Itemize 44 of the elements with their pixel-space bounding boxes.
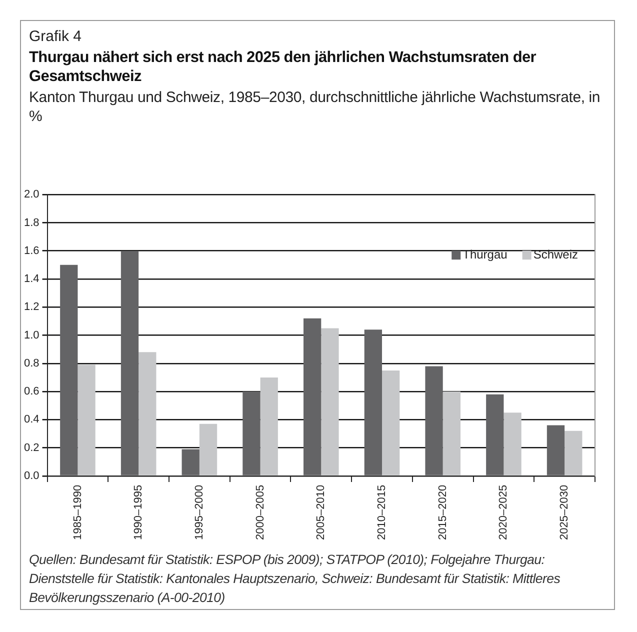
chart-subtitle: Thurgau nähert sich erst nach 2025 den jährlichen Wachstumsraten der Gesamtschweiz <box>29 48 538 86</box>
bar <box>504 412 522 476</box>
y-tick-label: 0.6 <box>24 386 40 398</box>
bar <box>564 430 582 476</box>
y-tick-label: 0.8 <box>24 357 40 370</box>
legend-label: Schweiz <box>533 247 578 262</box>
bar <box>425 366 443 476</box>
y-tick-label: 1.6 <box>24 244 40 257</box>
bar <box>120 250 139 476</box>
x-tick-label: 2015–2020 <box>436 484 449 540</box>
bar <box>321 328 339 476</box>
bar <box>242 392 260 476</box>
bar <box>78 364 96 476</box>
x-tick-label: 2000–2005 <box>254 484 266 540</box>
bar <box>182 449 200 476</box>
y-tick-label: 2.0 <box>24 188 40 201</box>
x-tick-label: 2025–2030 <box>558 484 571 540</box>
x-tick-label: 1985–1990 <box>72 484 84 540</box>
x-tick-label: 2020–2025 <box>498 484 510 540</box>
chart-title: Grafik 4 <box>29 28 82 45</box>
x-tick-label: 2005–2010 <box>315 484 328 540</box>
bar <box>442 392 461 476</box>
x-tick-label: 1995–2000 <box>193 484 206 540</box>
x-tick-label: 2010–2015 <box>376 484 388 540</box>
bar <box>199 424 218 476</box>
bar <box>546 425 565 476</box>
x-tick-label: 1990–1995 <box>132 484 145 540</box>
bar <box>364 330 382 476</box>
bar <box>60 264 78 476</box>
bar <box>382 370 400 476</box>
y-tick-label: 0.2 <box>24 442 40 454</box>
y-tick-label: 1.0 <box>24 329 40 342</box>
y-axis-title: Kanton Thurgau und Schweiz, 1985–2030, durchschnittliche jährliche Wachstumsrate, in % <box>29 88 602 126</box>
source-note: Quellen: Bundesamt für Statistik: ESPOP (bis 2009); STATPOP (2010); Folgejahre Thurgau: Dienststelle für Statistik: Kantonales Hauptszenario, Schweiz: Bundesamt für Statistik: Mittleres Bevölkerungsszenario (A-00-2010) <box>29 551 562 607</box>
y-tick-label: 1.2 <box>24 301 40 314</box>
y-tick-label: 1.4 <box>24 273 40 286</box>
bar <box>260 377 278 476</box>
y-tick-label: 0.4 <box>24 414 40 426</box>
legend-label: Thurgau <box>462 247 508 262</box>
y-tick-label: 1.8 <box>24 216 40 229</box>
y-tick-label: 0.0 <box>24 470 40 482</box>
bar <box>304 318 322 476</box>
bar <box>138 352 156 476</box>
bar <box>486 394 504 476</box>
